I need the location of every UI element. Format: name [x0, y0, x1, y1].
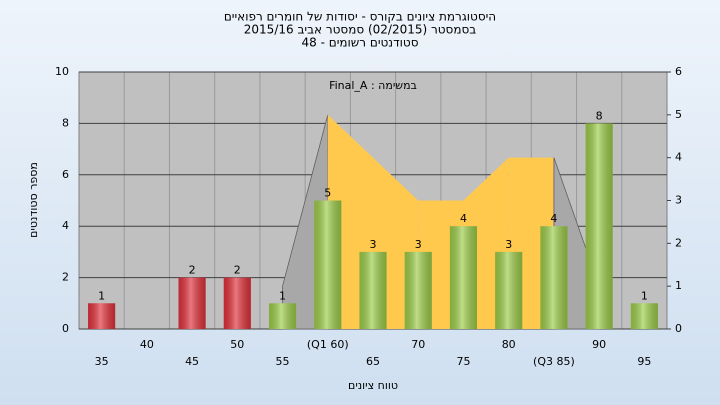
- data-label: 4: [460, 212, 467, 225]
- y2-tick-label: 2: [675, 236, 682, 249]
- bar-shade: [314, 200, 342, 329]
- x-tick-label: 35: [95, 355, 109, 368]
- y2-tick-label: 1: [675, 279, 682, 292]
- y-axis-title: מספר סטודנטים: [27, 162, 40, 238]
- y2-tick-label: 5: [675, 108, 682, 121]
- chart-subtitle: סטודנטים רשומים - 48: [301, 36, 418, 50]
- y2-tick-label: 4: [675, 151, 682, 164]
- x-tick-label: 55: [276, 355, 290, 368]
- x-tick-label: 95: [637, 355, 651, 368]
- bar-shade: [268, 303, 297, 329]
- x-tick-label: 50: [230, 338, 244, 351]
- bar-shade: [449, 226, 478, 329]
- y2-tick-label: 6: [675, 65, 682, 78]
- bar-shade: [585, 123, 613, 330]
- data-label: 1: [98, 289, 105, 302]
- chart-title: היסטוגרמת ציונים בקורס - יסודות של חומרי…: [224, 10, 496, 24]
- data-label: 3: [370, 238, 377, 251]
- y-tick-label: 0: [62, 322, 69, 335]
- bar-shade: [404, 251, 432, 329]
- x-tick-label: (Q1 60): [307, 338, 349, 351]
- x-tick-label: 40: [140, 338, 154, 351]
- y-tick-label: 8: [62, 116, 69, 129]
- y-tick-label: 4: [62, 219, 69, 232]
- x-tick-label: 45: [185, 355, 199, 368]
- data-label: 4: [550, 212, 557, 225]
- bar-shade: [630, 303, 658, 329]
- data-label: 5: [324, 187, 331, 200]
- data-label: 1: [641, 289, 648, 302]
- x-axis-title: טווח ציונים: [348, 379, 398, 392]
- bar-shade: [495, 251, 523, 329]
- bar-shade: [359, 251, 387, 329]
- y-tick-label: 10: [55, 65, 69, 78]
- bar-shade: [223, 277, 251, 329]
- y2-tick-label: 3: [675, 194, 682, 207]
- data-label: 1: [279, 289, 286, 302]
- x-tick-label: 80: [502, 338, 516, 351]
- data-label: 3: [505, 238, 512, 251]
- data-label: 3: [415, 238, 422, 251]
- data-label: 2: [189, 264, 196, 277]
- x-tick-label: (Q3 85): [533, 355, 575, 368]
- x-tick-label: 70: [411, 338, 425, 351]
- x-tick-label: 65: [366, 355, 380, 368]
- y-tick-label: 2: [62, 271, 69, 284]
- y2-tick-label: 0: [675, 322, 682, 335]
- chart-subtitle: בסמסטר (02/2015) סמסטר אביב 2015/16: [244, 23, 476, 37]
- data-label: 2: [234, 264, 241, 277]
- bar-shade: [178, 277, 206, 329]
- annotation: במשימה : Final_A: [329, 79, 417, 92]
- x-tick-label: 75: [456, 355, 470, 368]
- bar-shade: [540, 226, 568, 329]
- data-label: 8: [596, 109, 603, 122]
- x-tick-label: 90: [592, 338, 606, 351]
- bar-shade: [88, 303, 116, 329]
- y-tick-label: 6: [62, 168, 69, 181]
